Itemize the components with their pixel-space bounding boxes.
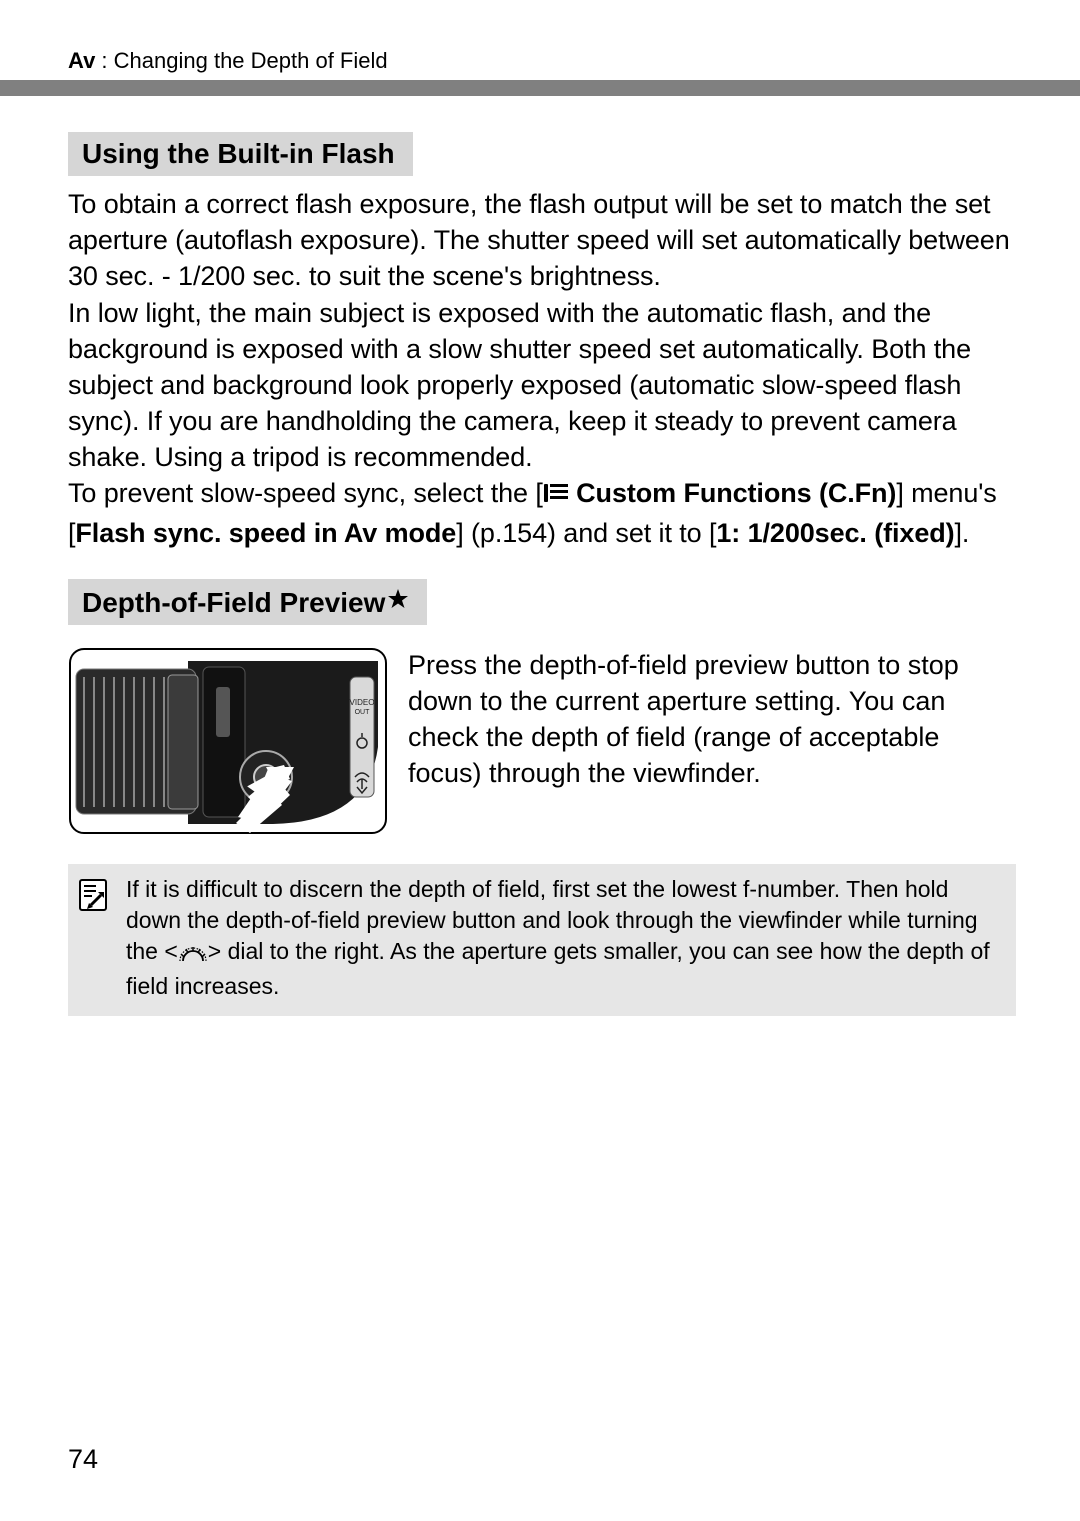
tip-text: If it is difficult to discern the depth …	[126, 874, 998, 1002]
dof-preview-text: Press the depth-of-field preview button …	[408, 647, 1016, 792]
page-number: 74	[68, 1444, 98, 1475]
manual-page: Av : Changing the Depth of Field Using t…	[0, 0, 1080, 1521]
page-header: Av : Changing the Depth of Field	[68, 48, 1016, 74]
dof-row: VIDEO OUT Press the depth-of-field previ…	[68, 647, 1016, 840]
star-icon	[387, 585, 409, 617]
section1-para1: To obtain a correct flash exposure, the …	[68, 189, 1010, 291]
camera-depth-of-field-button-illustration: VIDEO OUT	[68, 647, 388, 840]
header-separator: :	[95, 48, 113, 73]
section1-body: To obtain a correct flash exposure, the …	[68, 186, 1016, 551]
section1-para3-bold2: Flash sync. speed in Av mode	[75, 518, 456, 548]
section1-para3-bold1: Custom Functions (C.Fn)	[569, 478, 897, 508]
tip-note-box: If it is difficult to discern the depth …	[68, 864, 1016, 1016]
wrench-settings-icon	[543, 478, 569, 514]
svg-text:OUT: OUT	[355, 709, 371, 716]
note-icon	[78, 878, 108, 917]
header-title: Changing the Depth of Field	[114, 48, 388, 73]
section1-para3-post: ].	[955, 518, 970, 548]
section-heading-flash: Using the Built-in Flash	[68, 132, 413, 176]
svg-text:VIDEO: VIDEO	[350, 698, 375, 707]
section-heading-dof: Depth-of-Field Preview	[68, 579, 427, 625]
section1-para3-mid2: ] (p.154) and set it to [	[456, 518, 716, 548]
header-divider-bar	[0, 80, 1080, 96]
section1-para2: In low light, the main subject is expose…	[68, 298, 971, 473]
mode-label: Av	[68, 48, 95, 73]
main-dial-icon	[178, 940, 208, 971]
section1-para3-bold3: 1: 1/200sec. (fixed)	[716, 518, 954, 548]
section2-heading-text: Depth-of-Field Preview	[82, 587, 385, 618]
tip-post: > dial to the right. As the aperture get…	[126, 938, 990, 999]
section1-para3-pre: To prevent slow-speed sync, select the [	[68, 478, 543, 508]
